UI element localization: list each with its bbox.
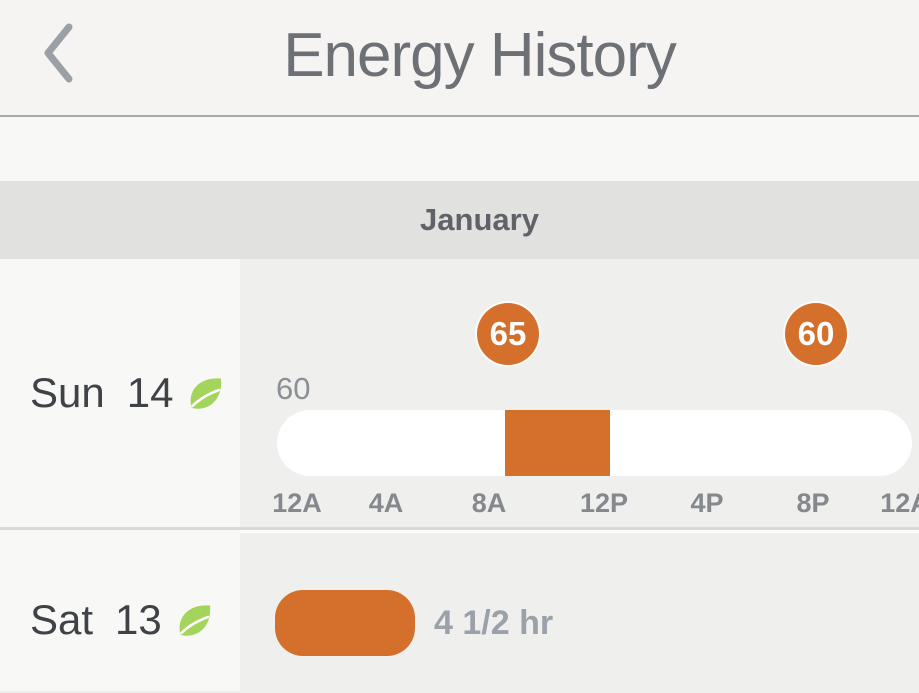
time-tick: 4P (690, 488, 724, 518)
time-tick: 12A (272, 488, 322, 518)
month-header: January (0, 181, 919, 259)
header: Energy History (0, 0, 919, 117)
setpoint-badge: 65 (477, 303, 539, 365)
back-button[interactable] (30, 18, 86, 90)
usage-track (277, 410, 912, 476)
day-name: Sat (30, 596, 94, 643)
leaf-icon (185, 372, 225, 419)
heating-segment (505, 410, 610, 476)
day-row-sat[interactable]: Sat 13 4 1/2 hr (0, 533, 919, 691)
time-tick: 8A (471, 488, 507, 518)
setpoint-value: 60 (797, 315, 835, 352)
usage-pill (275, 590, 415, 656)
day-row-sun[interactable]: Sun 14 65 60 60 12A 4A 8A (0, 259, 919, 527)
setpoint-badge: 60 (785, 303, 847, 365)
day-label-cell: Sun 14 (0, 259, 240, 527)
leaf-icon (174, 599, 214, 646)
month-label: January (420, 202, 539, 237)
setpoint-value: 65 (489, 315, 527, 352)
day-usage-chart: 65 60 60 12A 4A 8A 12P 4P 8P 12A (240, 259, 919, 527)
time-tick: 4A (368, 488, 404, 518)
page-title: Energy History (283, 21, 677, 90)
row-divider (0, 527, 919, 533)
day-date: 13 (115, 596, 162, 643)
day-date: 14 (126, 369, 174, 416)
chevron-left-icon (37, 23, 79, 89)
day-name: Sun (30, 369, 105, 416)
day-label-cell: Sat 13 (0, 533, 240, 691)
time-tick: 12P (579, 488, 629, 518)
day-usage-summary: 4 1/2 hr (240, 533, 919, 691)
time-axis: 12A 4A 8A 12P 4P 8P 12A (240, 488, 919, 522)
time-tick: 8P (796, 488, 830, 518)
base-temp-label: 60 (276, 371, 311, 406)
time-tick: 12A (880, 488, 919, 518)
header-spacer (0, 117, 919, 181)
usage-duration: 4 1/2 hr (434, 604, 554, 642)
